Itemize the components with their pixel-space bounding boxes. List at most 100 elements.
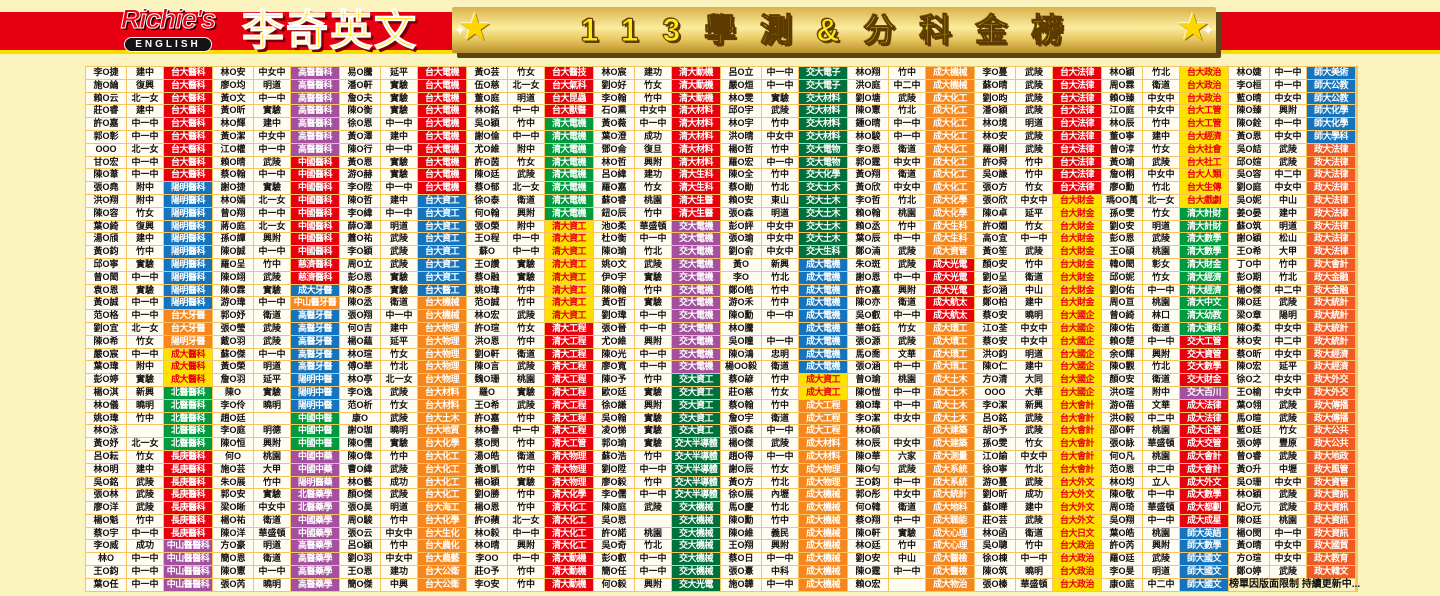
department-cell: 政大資訊 [1307,514,1355,527]
school-cell: 興附 [508,540,544,553]
department-cell: 台大資工 [418,194,466,207]
student-name-cell: 姜O晏 [1229,207,1269,220]
star-icon-left: ★ ✦ [454,5,492,51]
school-cell: 中一中 [127,118,163,130]
student-name-cell: 彭O婷 [86,374,126,386]
department-cell: 清大材料 [672,105,720,118]
student-name-cell: 李O蔓 [975,67,1015,79]
student-name-cell: 張O翔 [340,310,380,322]
student-name-cell: 劉O塘 [848,92,888,105]
school-cell: 竹女 [508,156,544,169]
student-name-cell: 施O芸 [213,463,253,476]
logo-primary-text: Richie's [120,4,216,35]
school-cell: 中一中 [508,246,544,258]
school-cell: 竹中 [762,399,798,412]
department-cell: 清大電機 [545,182,593,194]
department-cell: 陽明醫科 [164,220,212,233]
student-name-cell: 黃O誠 [86,297,126,310]
school-cell: 中一中 [508,527,544,540]
student-name-cell: 許O諾 [594,527,634,540]
department-cell: 中國醫科 [291,233,339,246]
department-cell: 高醫藥學 [291,553,339,566]
department-cell: 清大資工 [545,271,593,284]
student-name-cell: 洪O晴 [721,130,761,143]
student-name-cell: 劉O俞 [721,246,761,258]
school-cell: 武陵 [508,399,544,412]
school-cell: 實驗 [254,386,290,399]
department-cell: 台大政治 [1053,578,1101,591]
student-name-cell: 周O亘 [1102,297,1142,310]
department-cell: 高醫醫科 [291,67,339,79]
department-cell: 成大會計 [1180,463,1228,476]
student-name-cell: 莊O睿 [86,105,126,118]
student-name-cell: 施O韡 [721,578,761,591]
school-cell: 武陵 [1016,92,1052,105]
student-name-cell: 蔡O閔 [467,438,507,450]
department-cell: 清大生醫 [672,194,720,207]
student-name-cell: 陳O言 [467,361,507,374]
student-name-cell: 陳O仁 [975,361,1015,374]
school-cell: 中女中 [1270,553,1306,566]
department-cell: 台大機械 [418,310,466,322]
school-cell: 實驗 [635,297,671,310]
department-cell: 台大國企 [1053,386,1101,399]
student-name-cell: 趙O得 [721,450,761,463]
student-name-cell: 蔡O翰 [721,399,761,412]
school-cell: 延平 [381,335,417,348]
department-cell: 成大化工 [926,130,974,143]
department-cell: 台大電機 [418,105,466,118]
student-name-cell: 王O恩 [340,566,380,578]
student-name-cell: 彭O涵 [975,284,1015,297]
school-cell: 中女中 [762,233,798,246]
school-cell: 武陵 [1016,105,1052,118]
school-cell: 武陵 [1270,156,1306,169]
student-name-cell: 謝O珈 [340,425,380,438]
school-cell: 興附 [889,284,925,297]
department-cell: 成大化工 [926,105,974,118]
department-cell: 台大政治 [1180,67,1228,79]
school-cell: 中二中 [1143,463,1179,476]
school-cell: 竹女 [1016,182,1052,194]
student-name-cell: 羅O剛 [975,143,1015,156]
student-name-cell: 李O緯 [340,207,380,220]
department-cell: 長庚醫科 [164,489,212,502]
department-cell: 成大電機 [799,271,847,284]
department-cell: 高醫牙醫 [291,322,339,335]
student-name-cell: 邱O宇 [721,105,761,118]
department-cell: 台大電機 [418,118,466,130]
student-name-cell: 林O駿 [848,130,888,143]
school-cell: 中二中 [889,79,925,92]
school-cell: 實驗 [508,476,544,489]
department-cell: 政大法律 [1307,156,1355,169]
student-name-cell: 陳O憲 [213,566,253,578]
student-name-cell: 曾O翔 [213,207,253,220]
department-cell: 交大電物 [799,156,847,169]
department-cell: 陽明醫科 [164,207,212,220]
department-cell: 政大法律 [1307,246,1355,258]
department-cell: 台大外文 [1053,502,1101,514]
school-cell [635,514,671,527]
department-cell: 中山醫醫科 [164,578,212,591]
department-cell: 政大公共 [1307,425,1355,438]
student-name-cell: 孫O譚 [213,233,253,246]
school-cell: 建中 [127,67,163,79]
student-name-cell: 張O婷 [1229,438,1269,450]
student-name-cell: 張O詠 [1102,438,1142,450]
school-cell: 竹女 [1270,425,1306,438]
school-cell: 竹中 [762,118,798,130]
school-cell: 實驗 [889,527,925,540]
department-cell: 成大環工 [926,348,974,361]
school-cell: 武陵 [1143,553,1179,566]
student-name-cell: 陳O維 [721,527,761,540]
school-cell: 中一中 [508,553,544,566]
school-cell: 桃園 [635,194,671,207]
student-name-cell: 謝O倫 [467,130,507,143]
school-cell: 中興 [381,578,417,591]
student-name-cell: 黃O妤 [86,438,126,450]
student-name-cell: 吳O聰 [975,540,1015,553]
student-name-cell: 張O瑩 [213,322,253,335]
school-cell: 建中 [381,322,417,335]
department-cell: 政大經濟 [1307,361,1355,374]
department-cell: 政大金融 [1307,271,1355,284]
department-cell: 清大工管 [545,438,593,450]
